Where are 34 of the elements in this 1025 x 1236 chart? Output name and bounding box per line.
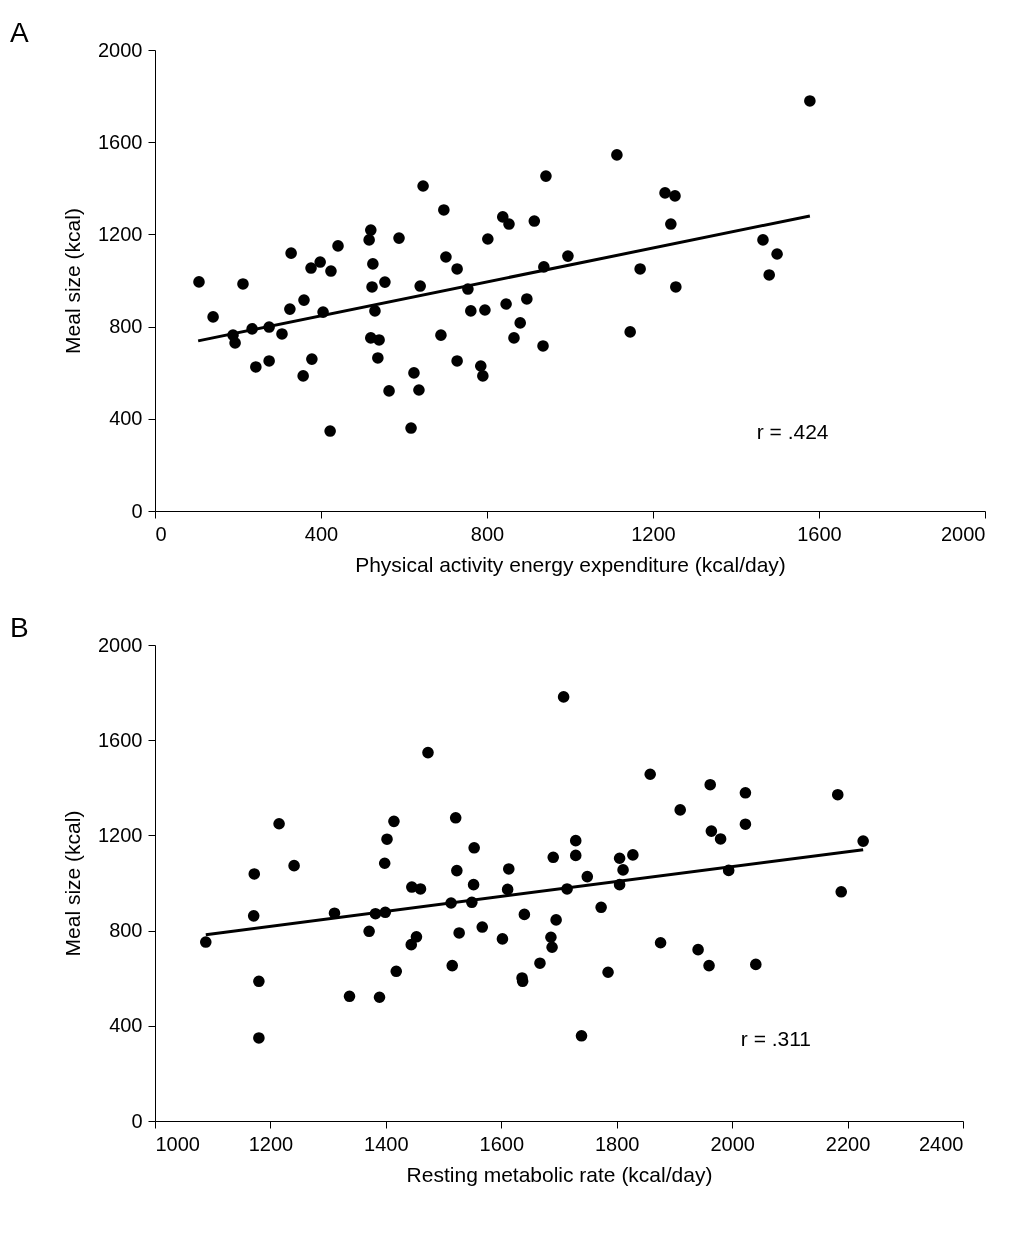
- chart-title: A: [10, 17, 29, 48]
- x-tick-label: 2000: [941, 522, 986, 545]
- x-tick-label: 1200: [631, 522, 676, 545]
- y-tick-label: 400: [109, 407, 143, 430]
- chart-title: B: [10, 612, 29, 643]
- y-tick-label: 1600: [98, 130, 143, 153]
- y-axis-title: Meal size (kcal): [61, 208, 85, 354]
- x-tick-label: 0: [155, 522, 167, 545]
- y-tick-label: 800: [109, 919, 143, 942]
- annotation: r = .311: [740, 1027, 812, 1051]
- y-tick-label: 1600: [98, 728, 143, 751]
- x-axis-title: Physical activity energy expenditure (kcal/day): [355, 552, 786, 576]
- y-tick-label: 800: [109, 315, 143, 338]
- y-tick-label: 2000: [98, 633, 143, 656]
- annotation: r = .424: [756, 419, 829, 443]
- x-tick-label: 1600: [797, 522, 842, 545]
- y-tick-label: 0: [131, 1109, 143, 1132]
- x-axis-title: Resting metabolic rate (kcal/day): [406, 1162, 713, 1186]
- y-axis-title: Meal size (kcal): [61, 810, 85, 957]
- x-tick-label: 800: [470, 522, 505, 545]
- x-tick-label: 1000: [155, 1132, 200, 1155]
- y-tick-label: 400: [109, 1014, 143, 1037]
- x-tick-label: 1800: [594, 1132, 640, 1155]
- y-tick-label: 1200: [98, 222, 143, 245]
- x-tick-label: 400: [304, 522, 339, 545]
- x-tick-label: 2400: [919, 1132, 964, 1155]
- y-tick-label: 0: [131, 499, 143, 522]
- y-tick-label: 2000: [98, 38, 143, 61]
- x-tick-label: 2000: [710, 1132, 755, 1155]
- x-tick-label: 1600: [479, 1132, 525, 1155]
- y-tick-label: 1200: [98, 823, 143, 846]
- x-tick-label: 1200: [248, 1132, 294, 1155]
- x-tick-label: 1400: [364, 1132, 409, 1155]
- x-tick-label: 2200: [825, 1132, 871, 1155]
